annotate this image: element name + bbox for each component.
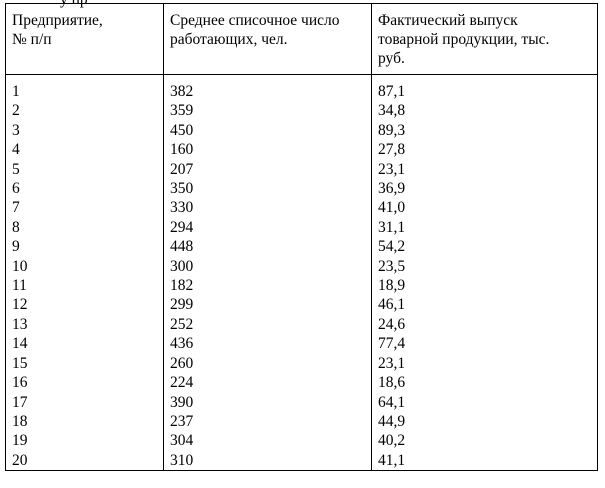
header-line: № п/п <box>12 31 52 48</box>
header-avg-employees: Среднее списочное число работающих, чел. <box>163 3 372 75</box>
output-cell: 23,1 <box>378 160 406 178</box>
avg-employees-cell: 299 <box>170 296 194 314</box>
enterprise-no-cell: 13 <box>12 315 28 333</box>
avg-employees-cell: 310 <box>170 451 194 469</box>
avg-employees-cell: 300 <box>170 257 194 275</box>
output-cell: 64,1 <box>378 393 406 411</box>
output-cell: 87,1 <box>378 83 406 100</box>
header-line: Предприятие, <box>12 12 103 29</box>
enterprise-no-cell: 16 <box>12 374 28 392</box>
avg-employees-cell: 294 <box>170 218 194 236</box>
enterprise-no-cell: 5 <box>12 160 20 178</box>
enterprise-no-cell: 19 <box>12 432 28 450</box>
avg-employees-cell: 260 <box>170 354 194 372</box>
enterprise-no-cell: 15 <box>12 354 28 372</box>
avg-employees-cell: 252 <box>170 315 194 333</box>
output-column: 87,1 34,8 89,3 27,8 23,1 36,9 41,0 31,1 54,2 23,5… <box>371 73 598 472</box>
output-cell: 24,6 <box>378 315 406 333</box>
avg-employees-cell: 382 <box>170 83 194 100</box>
output-cell: 36,9 <box>378 180 406 198</box>
avg-employees-cell: 359 <box>170 102 194 120</box>
output-cell: 18,9 <box>378 277 406 295</box>
avg-employees-cell: 182 <box>170 277 194 295</box>
enterprise-table: Предприятие, № п/п Среднее списочное чис… <box>5 3 598 472</box>
avg-employees-cell: 224 <box>170 374 194 392</box>
enterprise-no-cell: 20 <box>12 451 28 469</box>
output-cell: 46,1 <box>378 296 406 314</box>
output-cell: 77,4 <box>378 335 406 353</box>
avg-employees-cell: 436 <box>170 335 194 353</box>
enterprise-no-cell: 2 <box>12 102 20 120</box>
output-cell: 23,5 <box>378 257 406 275</box>
output-cell: 23,1 <box>378 354 406 372</box>
avg-employees-cell: 304 <box>170 432 194 450</box>
header-line: работающих, чел. <box>170 31 288 48</box>
avg-employees-cell: 450 <box>170 121 194 139</box>
output-cell: 34,8 <box>378 102 406 120</box>
enterprise-no-cell: 17 <box>12 393 28 411</box>
enterprise-no-cell: 4 <box>12 141 20 159</box>
header-row: Предприятие, № п/п Среднее списочное чис… <box>5 3 598 75</box>
output-cell: 44,9 <box>378 412 406 430</box>
header-output: Фактический выпуск товарной продукции, т… <box>371 3 598 75</box>
enterprise-no-cell: 3 <box>12 121 20 139</box>
body-row: 1 2 3 4 5 6 7 8 9 10 11 12 13 14 15 16 17 18 19 20 382 359 45… <box>5 73 598 472</box>
enterprise-no-cell: 10 <box>12 257 28 275</box>
enterprise-no-cell: 1 <box>12 83 20 100</box>
avg-employees-cell: 160 <box>170 141 194 159</box>
avg-employees-column: 382 359 450 160 207 350 330 294 448 300 182 299 252 4… <box>163 73 372 472</box>
enterprise-no-cell: 14 <box>12 335 28 353</box>
output-cell: 41,1 <box>378 451 406 469</box>
enterprise-no-cell: 7 <box>12 199 20 217</box>
avg-employees-cell: 390 <box>170 393 194 411</box>
enterprise-no-cell: 11 <box>12 277 27 295</box>
header-line: Фактический выпуск <box>378 12 518 29</box>
enterprise-no-cell: 12 <box>12 296 28 314</box>
enterprise-no-cell: 6 <box>12 180 20 198</box>
output-cell: 40,2 <box>378 432 406 450</box>
avg-employees-cell: 330 <box>170 199 194 217</box>
enterprise-no-cell: 18 <box>12 412 28 430</box>
output-cell: 41,0 <box>378 199 406 217</box>
output-cell: 89,3 <box>378 121 406 139</box>
avg-employees-cell: 350 <box>170 180 194 198</box>
enterprise-no-cell: 9 <box>12 238 20 256</box>
output-cell: 27,8 <box>378 141 406 159</box>
output-cell: 18,6 <box>378 374 406 392</box>
header-line: Среднее списочное число <box>170 12 340 29</box>
enterprise-no-column: 1 2 3 4 5 6 7 8 9 10 11 12 13 14 15 16 17 18 19 20 <box>5 73 164 472</box>
header-line: товарной продукции, тыс. <box>378 31 550 48</box>
avg-employees-cell: 237 <box>170 412 194 430</box>
avg-employees-cell: 448 <box>170 238 194 256</box>
header-line: руб. <box>378 50 405 67</box>
header-enterprise-no: Предприятие, № п/п <box>5 3 164 75</box>
output-cell: 31,1 <box>378 218 406 236</box>
avg-employees-cell: 207 <box>170 160 194 178</box>
output-cell: 54,2 <box>378 238 406 256</box>
enterprise-no-cell: 8 <box>12 218 20 236</box>
